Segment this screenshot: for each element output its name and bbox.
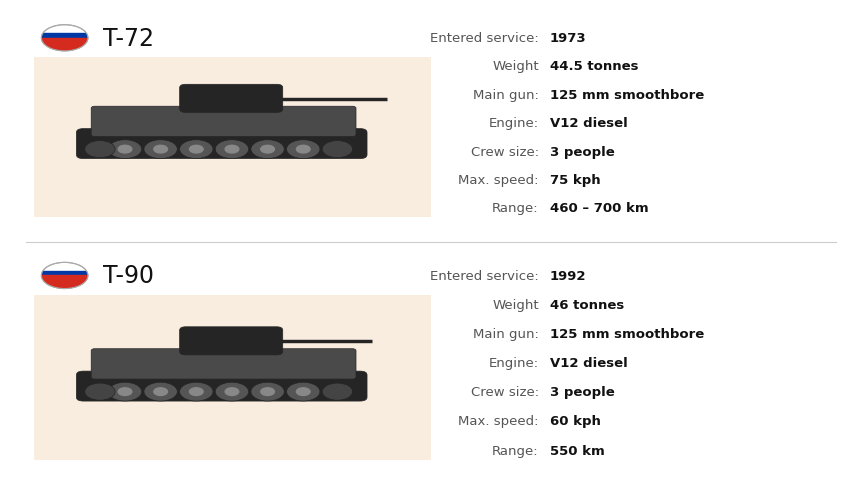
Text: Max. speed:: Max. speed:: [458, 174, 538, 187]
Circle shape: [41, 26, 88, 52]
Circle shape: [322, 383, 352, 400]
Bar: [41, 39, 88, 52]
Text: 75 kph: 75 kph: [549, 174, 600, 187]
FancyBboxPatch shape: [179, 327, 282, 355]
FancyBboxPatch shape: [91, 349, 356, 379]
FancyBboxPatch shape: [34, 58, 430, 218]
Text: Weight: Weight: [492, 60, 538, 73]
Circle shape: [286, 382, 319, 401]
Text: 125 mm smoothbore: 125 mm smoothbore: [549, 328, 703, 340]
Bar: [41, 272, 88, 280]
Text: Range:: Range:: [492, 444, 538, 456]
Circle shape: [118, 146, 132, 153]
Text: Engine:: Engine:: [488, 357, 538, 369]
FancyBboxPatch shape: [34, 295, 430, 460]
Text: 550 km: 550 km: [549, 444, 604, 456]
Text: Range:: Range:: [492, 202, 538, 215]
Text: 3 people: 3 people: [549, 386, 614, 398]
Circle shape: [41, 263, 88, 289]
Circle shape: [144, 382, 177, 401]
Circle shape: [322, 141, 352, 158]
Text: Crew size:: Crew size:: [470, 386, 538, 398]
Text: Entered service:: Entered service:: [430, 32, 538, 45]
Text: Main gun:: Main gun:: [473, 89, 538, 102]
Circle shape: [215, 382, 248, 401]
Circle shape: [118, 388, 132, 395]
Text: 460 – 700 km: 460 – 700 km: [549, 202, 647, 215]
FancyBboxPatch shape: [179, 85, 282, 113]
Text: Crew size:: Crew size:: [470, 145, 538, 158]
Circle shape: [108, 382, 141, 401]
Text: Main gun:: Main gun:: [473, 328, 538, 340]
Circle shape: [84, 141, 115, 158]
Text: 1973: 1973: [549, 32, 585, 45]
Circle shape: [144, 140, 177, 159]
Bar: [41, 34, 88, 43]
Text: Weight: Weight: [492, 299, 538, 311]
Circle shape: [261, 146, 274, 153]
Circle shape: [225, 388, 238, 395]
Circle shape: [153, 146, 167, 153]
Text: V12 diesel: V12 diesel: [549, 357, 627, 369]
Bar: [41, 276, 88, 289]
Text: T-72: T-72: [103, 27, 154, 51]
Text: Engine:: Engine:: [488, 117, 538, 130]
Circle shape: [251, 382, 284, 401]
Text: T-90: T-90: [103, 264, 154, 288]
Text: 44.5 tonnes: 44.5 tonnes: [549, 60, 638, 73]
Circle shape: [261, 388, 274, 395]
Circle shape: [108, 140, 141, 159]
Text: 1992: 1992: [549, 270, 585, 282]
Text: 60 kph: 60 kph: [549, 415, 600, 427]
Circle shape: [153, 388, 167, 395]
Circle shape: [286, 140, 319, 159]
Circle shape: [189, 388, 203, 395]
Circle shape: [215, 140, 248, 159]
Circle shape: [189, 146, 203, 153]
Circle shape: [179, 140, 213, 159]
Circle shape: [84, 383, 115, 400]
Text: Max. speed:: Max. speed:: [458, 415, 538, 427]
Text: V12 diesel: V12 diesel: [549, 117, 627, 130]
Text: 3 people: 3 people: [549, 145, 614, 158]
FancyBboxPatch shape: [77, 371, 367, 401]
Circle shape: [296, 388, 310, 395]
FancyBboxPatch shape: [77, 129, 367, 159]
Circle shape: [179, 382, 213, 401]
Circle shape: [296, 146, 310, 153]
Text: Entered service:: Entered service:: [430, 270, 538, 282]
Text: 46 tonnes: 46 tonnes: [549, 299, 623, 311]
Circle shape: [251, 140, 284, 159]
Circle shape: [225, 146, 238, 153]
Text: 125 mm smoothbore: 125 mm smoothbore: [549, 89, 703, 102]
FancyBboxPatch shape: [91, 107, 356, 137]
